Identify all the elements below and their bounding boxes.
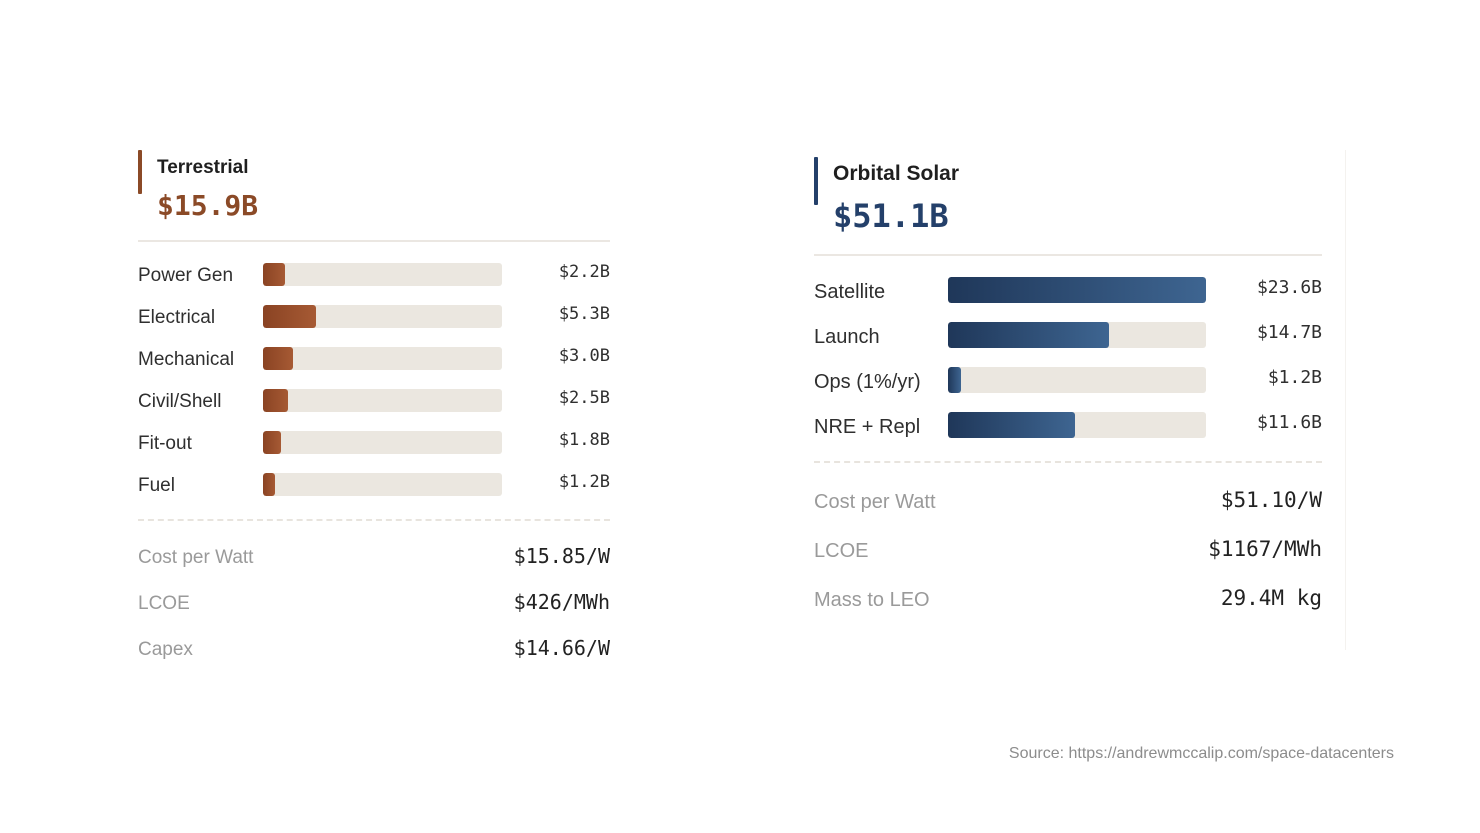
bar-fill bbox=[263, 347, 293, 370]
bar-label: NRE + Repl bbox=[814, 416, 921, 438]
orbital-title: Orbital Solar bbox=[833, 162, 960, 185]
terrestrial-title: Terrestrial bbox=[157, 157, 249, 178]
metric-row-lcoe: LCOE $1167/MWh bbox=[814, 539, 1322, 588]
orbital-metrics: Cost per Watt $51.10/W LCOE $1167/MWh Ma… bbox=[814, 490, 1322, 637]
orbital-panel: Orbital Solar $51.1B Satellite $23.6B La… bbox=[814, 155, 1322, 637]
bar-value: $14.7B bbox=[1256, 322, 1322, 343]
terrestrial-bar-row-civil-shell: Civil/Shell $2.5B bbox=[138, 387, 610, 429]
metric-label: Cost per Watt bbox=[138, 547, 254, 568]
orbital-divider bbox=[814, 254, 1322, 256]
bar-fill bbox=[948, 367, 962, 393]
metric-value: 29.4M kg bbox=[1220, 586, 1322, 610]
bar-label: Mechanical bbox=[138, 349, 235, 370]
terrestrial-divider bbox=[138, 240, 610, 242]
bar-label: Fit-out bbox=[138, 433, 192, 454]
terrestrial-accent-bar bbox=[138, 150, 142, 194]
bar-track bbox=[948, 412, 1206, 438]
source-note: Source: https://andrewmccalip.com/space-… bbox=[1008, 745, 1394, 762]
bar-fill bbox=[948, 277, 1206, 303]
orbital-bar-row-nre-repl: NRE + Repl $11.6B bbox=[814, 410, 1322, 455]
metric-label: Cost per Watt bbox=[814, 491, 936, 513]
terrestrial-bar-row-power-gen: Power Gen $2.2B bbox=[138, 261, 610, 303]
bar-label: Ops (1%/yr) bbox=[814, 371, 921, 393]
bar-track bbox=[948, 277, 1206, 303]
bar-value: $1.2B bbox=[1267, 367, 1322, 388]
bar-value: $2.2B bbox=[558, 262, 610, 282]
orbital-bar-row-launch: Launch $14.7B bbox=[814, 320, 1322, 365]
terrestrial-metrics: Cost per Watt $15.85/W LCOE $426/MWh Cap… bbox=[138, 546, 610, 684]
orbital-header: Orbital Solar $51.1B bbox=[814, 155, 1322, 232]
terrestrial-bar-row-mechanical: Mechanical $3.0B bbox=[138, 345, 610, 387]
bar-fill bbox=[263, 431, 281, 454]
bar-fill bbox=[263, 305, 316, 328]
metric-label: Capex bbox=[138, 639, 193, 660]
metric-value: $1167/MWh bbox=[1208, 537, 1322, 561]
metric-value: $51.10/W bbox=[1220, 488, 1322, 512]
metric-label: LCOE bbox=[814, 540, 869, 562]
bar-label: Fuel bbox=[138, 475, 175, 496]
bar-label: Power Gen bbox=[138, 265, 234, 286]
metric-label: Mass to LEO bbox=[814, 589, 930, 611]
metric-value: $426/MWh bbox=[513, 590, 610, 614]
bar-fill bbox=[263, 473, 275, 496]
bar-value: $5.3B bbox=[558, 304, 610, 324]
orbital-bar-row-ops: Ops (1%/yr) $1.2B bbox=[814, 365, 1322, 410]
terrestrial-bar-row-electrical: Electrical $5.3B bbox=[138, 303, 610, 345]
terrestrial-cost-breakdown: Power Gen $2.2B Electrical $5.3B Mechani… bbox=[138, 261, 610, 513]
bar-label: Launch bbox=[814, 326, 880, 348]
bar-track bbox=[263, 305, 502, 328]
bar-track bbox=[948, 322, 1206, 348]
orbital-accent-bar bbox=[814, 157, 818, 205]
bar-value: $1.2B bbox=[558, 472, 610, 492]
metric-row-capex: Capex $14.66/W bbox=[138, 638, 610, 684]
terrestrial-bar-row-fit-out: Fit-out $1.8B bbox=[138, 429, 610, 471]
bar-track bbox=[263, 473, 502, 496]
bar-value: $1.8B bbox=[558, 430, 610, 450]
bar-track bbox=[263, 431, 502, 454]
metric-row-cost-per-watt: Cost per Watt $51.10/W bbox=[814, 490, 1322, 539]
bar-track bbox=[948, 367, 1206, 393]
terrestrial-dashed-divider bbox=[138, 519, 610, 521]
metric-row-mass-to-leo: Mass to LEO 29.4M kg bbox=[814, 588, 1322, 637]
metric-label: LCOE bbox=[138, 593, 190, 614]
bar-value: $11.6B bbox=[1256, 412, 1322, 433]
bar-label: Satellite bbox=[814, 281, 886, 303]
orbital-total: $51.1B bbox=[833, 197, 949, 235]
bar-fill bbox=[263, 389, 288, 412]
orbital-bar-row-satellite: Satellite $23.6B bbox=[814, 275, 1322, 320]
bar-value: $2.5B bbox=[558, 388, 610, 408]
bar-fill bbox=[263, 263, 285, 286]
terrestrial-header: Terrestrial $15.9B bbox=[138, 148, 610, 220]
metric-value: $14.66/W bbox=[513, 636, 610, 660]
terrestrial-panel: Terrestrial $15.9B Power Gen $2.2B Elect… bbox=[138, 148, 610, 684]
bar-label: Electrical bbox=[138, 307, 216, 328]
bar-track bbox=[263, 389, 502, 412]
bar-fill bbox=[948, 322, 1109, 348]
bar-label: Civil/Shell bbox=[138, 391, 222, 412]
metric-value: $15.85/W bbox=[513, 544, 610, 568]
bar-track bbox=[263, 347, 502, 370]
bar-track bbox=[263, 263, 502, 286]
terrestrial-bar-row-fuel: Fuel $1.2B bbox=[138, 471, 610, 513]
panel-edge-line bbox=[1345, 150, 1346, 650]
orbital-cost-breakdown: Satellite $23.6B Launch $14.7B Ops (1%/y… bbox=[814, 275, 1322, 455]
metric-row-cost-per-watt: Cost per Watt $15.85/W bbox=[138, 546, 610, 592]
terrestrial-total: $15.9B bbox=[157, 189, 259, 222]
bar-fill bbox=[948, 412, 1075, 438]
bar-value: $23.6B bbox=[1256, 277, 1322, 298]
bar-value: $3.0B bbox=[558, 346, 610, 366]
orbital-dashed-divider bbox=[814, 461, 1322, 463]
metric-row-lcoe: LCOE $426/MWh bbox=[138, 592, 610, 638]
